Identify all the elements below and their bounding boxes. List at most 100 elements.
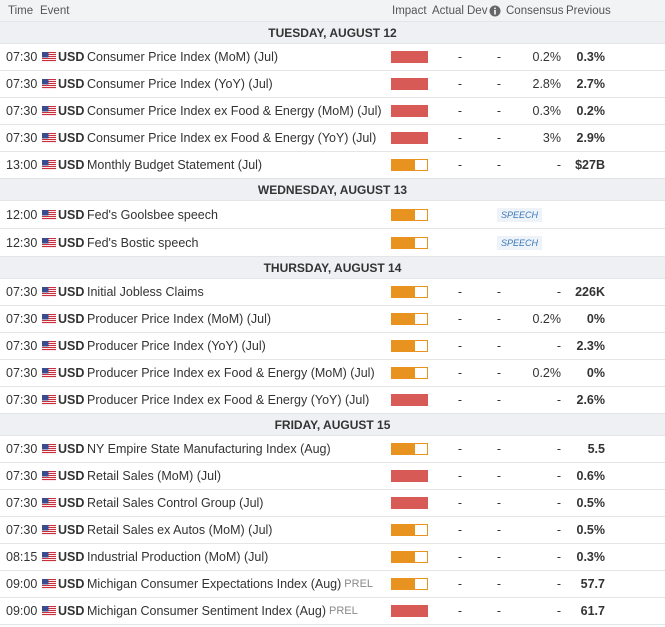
dev: - [496,131,501,145]
currency: USD [58,339,85,353]
flag [42,517,56,543]
consensus: - [556,339,561,353]
flag [42,360,56,386]
time: 07:30 [6,469,38,483]
actual: - [457,393,462,407]
time: 07:30 [6,285,38,299]
info-icon[interactable] [489,0,501,21]
impact-bar [391,394,428,406]
impact [391,98,428,124]
us-flag [42,498,56,508]
event-row: 09:00 USD Michigan Consumer Expectations I… [0,571,665,598]
impact [391,517,428,543]
actual: - [457,366,462,380]
currency: USD [58,285,85,299]
previous: 2.7% [576,77,606,91]
us-flag [42,471,56,481]
event-title: Retail Sales ex Autos (MoM) (Jul) [87,523,273,537]
event-name: Michigan Consumer Sentiment Index (Aug) P… [87,598,358,624]
impact [391,333,428,359]
dev: - [496,366,501,380]
flag [42,436,56,462]
consensus: - [556,469,561,483]
us-flag [42,341,56,351]
event-title: Consumer Price Index ex Food & Energy (Y… [87,131,377,145]
impact [391,279,428,305]
previous: 0.6% [576,469,606,483]
us-flag [42,106,56,116]
event-name: Fed's Goolsbee speech [87,201,218,228]
previous: 2.6% [576,393,606,407]
us-flag [42,287,56,297]
previous: 2.3% [576,339,606,353]
us-flag [42,133,56,143]
header-row: Time Event Impact Actual Dev Consensus P… [0,0,665,22]
actual: - [457,604,462,618]
actual: - [457,523,462,537]
previous: 0.2% [576,104,606,118]
flag [42,279,56,305]
consensus: - [556,393,561,407]
dev: - [496,550,501,564]
event-title: Consumer Price Index (MoM) (Jul) [87,50,279,64]
flag [42,490,56,516]
flag [42,201,56,228]
dev: - [496,339,501,353]
impact-bar [391,159,428,171]
consensus: - [556,604,561,618]
header-previous: Previous [566,4,611,17]
speech-cell: SPEECH [497,229,543,256]
time: 09:00 [6,604,38,618]
previous: 0.3% [576,550,606,564]
us-flag [42,368,56,378]
event-name: Industrial Production (MoM) (Jul) [87,544,268,570]
time: 08:15 [6,550,38,564]
impact-bar [391,340,428,352]
event-title: Fed's Goolsbee speech [87,207,218,222]
event-row: 13:00 USD Monthly Budget Statement (Jul) - -… [0,152,665,179]
dev: - [496,393,501,407]
dev: - [496,104,501,118]
event-row: 07:30 USD Retail Sales Control Group (Jul)… [0,490,665,517]
previous: 5.5 [587,442,605,456]
impact-bar [391,578,428,590]
event-row: 07:30 USD Producer Price Index (MoM) (Jul)… [0,306,665,333]
flag [42,98,56,124]
dev: - [496,496,501,510]
dev: - [496,442,501,456]
event-name: Retail Sales Control Group (Jul) [87,490,263,516]
currency: USD [58,312,85,326]
us-flag [42,395,56,405]
event-row: 09:00 USD Michigan Consumer Sentiment Inde… [0,598,665,625]
header-time: Time [8,4,34,17]
event-row: 08:15 USD Industrial Production (MoM) (Jul… [0,544,665,571]
us-flag [42,79,56,89]
actual: - [457,77,462,91]
event-row: 07:30 USD Consumer Price Index ex Food & E… [0,98,665,125]
impact [391,306,428,332]
event-name: Producer Price Index (YoY) (Jul) [87,333,266,359]
flag [42,571,56,597]
flag [42,598,56,624]
consensus: - [556,577,561,591]
flag [42,306,56,332]
event-row: 07:30 USD NY Empire State Manufacturing In… [0,436,665,463]
actual: - [457,550,462,564]
event-title: Producer Price Index (MoM) (Jul) [87,312,272,326]
impact [391,71,428,97]
event-title: Producer Price Index ex Food & Energy (Y… [87,393,370,407]
impact [391,571,428,597]
dev: - [496,77,501,91]
dev: - [496,469,501,483]
time: 07:30 [6,77,38,91]
event-title: Industrial Production (MoM) (Jul) [87,550,269,564]
info-icon-svg[interactable] [489,5,501,17]
actual: - [457,339,462,353]
day-header: WEDNESDAY, AUGUST 13 [0,179,665,201]
actual: - [457,442,462,456]
time: 07:30 [6,393,38,407]
consensus: - [556,550,561,564]
event-name: Fed's Bostic speech [87,229,198,256]
